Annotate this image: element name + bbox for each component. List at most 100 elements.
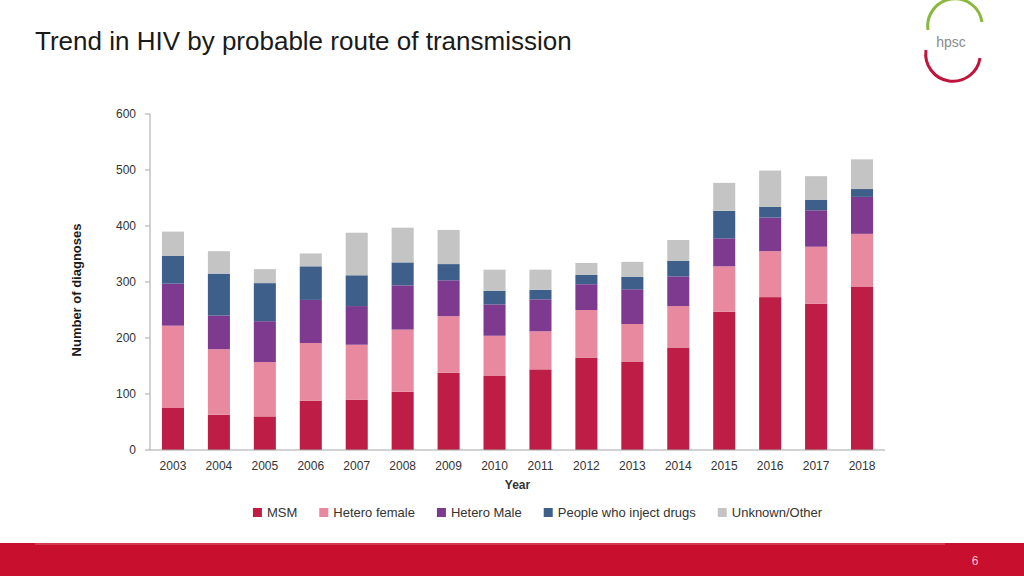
y-tick <box>145 226 150 227</box>
footer-band <box>0 543 1024 576</box>
y-tick <box>145 282 150 283</box>
bar-segment <box>208 349 230 415</box>
bar-segment <box>162 326 184 408</box>
bar-segment <box>162 256 184 284</box>
y-tick <box>145 338 150 339</box>
x-tick-label: 2012 <box>573 459 600 473</box>
bar-segment <box>805 200 827 211</box>
y-tick-label: 0 <box>129 443 136 457</box>
bar-segment <box>346 400 368 450</box>
bar-segment <box>713 238 735 266</box>
bar-segment <box>392 330 414 392</box>
x-tick-label: 2018 <box>849 459 876 473</box>
x-tick-label: 2015 <box>711 459 738 473</box>
legend-item: People who inject drugs <box>544 505 697 520</box>
x-axis-label: Year <box>505 478 531 492</box>
bar-segment <box>851 189 873 197</box>
bar-segment <box>484 270 506 291</box>
title: Trend in HIV by probable route of transm… <box>35 26 572 56</box>
bar-segment <box>529 369 551 450</box>
bar-segment <box>805 247 827 304</box>
x-tick-label: 2005 <box>251 459 278 473</box>
bar-segment <box>300 401 322 450</box>
bar-segment <box>759 251 781 297</box>
legend-label: People who inject drugs <box>558 505 697 520</box>
bar-segment <box>529 290 551 300</box>
bar-segment <box>805 210 827 246</box>
bar-segment <box>851 286 873 450</box>
page-number: 6 <box>972 554 979 568</box>
legend-item: Hetero female <box>319 505 415 520</box>
bar-segment <box>392 262 414 285</box>
legend-label: Hetero Male <box>451 505 522 520</box>
bar-segment <box>254 321 276 362</box>
legend: MSM Hetero female Hetero Male People who in… <box>253 505 823 520</box>
footer-line <box>35 544 945 545</box>
bar-segment <box>208 415 230 450</box>
bar-segment <box>759 218 781 252</box>
x-tick-label: 2014 <box>665 459 692 473</box>
bar-segment <box>484 304 506 335</box>
bar-segment <box>438 264 460 280</box>
bar-segment <box>667 240 689 261</box>
x-tick-label: 2013 <box>619 459 646 473</box>
y-tick <box>145 394 150 395</box>
bar-segment <box>438 373 460 450</box>
x-tick-label: 2016 <box>757 459 784 473</box>
x-tick-label: 2010 <box>481 459 508 473</box>
bar-segment <box>208 251 230 273</box>
bar-segment <box>208 316 230 350</box>
bar-segment <box>713 266 735 311</box>
legend-item: MSM <box>253 505 297 520</box>
logo-arc <box>928 0 982 30</box>
x-tick-label: 2004 <box>206 459 233 473</box>
y-tick-label: 500 <box>116 163 136 177</box>
bar-segment <box>621 262 643 277</box>
bar-segment <box>346 275 368 306</box>
bar-segment <box>575 310 597 358</box>
bar-segment <box>575 284 597 310</box>
bar-segment <box>759 171 781 207</box>
bar-segment <box>162 408 184 450</box>
bar-segment <box>667 348 689 450</box>
bar-segment <box>254 269 276 283</box>
x-axis <box>150 450 885 451</box>
legend-swatch <box>253 508 262 517</box>
bar-segment <box>438 230 460 264</box>
legend-swatch <box>718 508 727 517</box>
bar-segment <box>438 316 460 373</box>
bar-segment <box>346 233 368 276</box>
bar-segment <box>667 306 689 347</box>
y-tick-label: 300 <box>116 275 136 289</box>
bar-segment <box>300 343 322 401</box>
bar-segment <box>529 270 551 290</box>
bar-segment <box>392 285 414 329</box>
bar-segment <box>667 276 689 306</box>
bar-segment <box>346 306 368 345</box>
bar-segment <box>162 232 184 256</box>
bar-segment <box>254 283 276 321</box>
bar-segment <box>759 297 781 450</box>
x-tick-label: 2007 <box>343 459 370 473</box>
legend-label: Hetero female <box>333 505 415 520</box>
legend-swatch <box>544 508 553 517</box>
bar-segment <box>392 228 414 263</box>
bar-segment <box>667 261 689 277</box>
bar-segment <box>529 331 551 369</box>
legend-label: Unknown/Other <box>732 505 823 520</box>
bar-segment <box>438 280 460 316</box>
logo-text: hpsc <box>936 34 966 50</box>
logo: hpsc <box>926 0 982 81</box>
bar-segment <box>575 358 597 450</box>
legend-swatch <box>319 508 328 517</box>
y-tick-label: 100 <box>116 387 136 401</box>
bar-segment <box>759 207 781 218</box>
bar-segment <box>713 183 735 211</box>
legend-item: Hetero Male <box>437 505 522 520</box>
bar-segment <box>484 336 506 376</box>
slide: Trend in HIV by probable route of transm… <box>0 0 1024 576</box>
bar-segment <box>529 299 551 331</box>
legend-label: MSM <box>267 505 297 520</box>
bar-segment <box>621 362 643 450</box>
y-tick <box>145 114 150 115</box>
